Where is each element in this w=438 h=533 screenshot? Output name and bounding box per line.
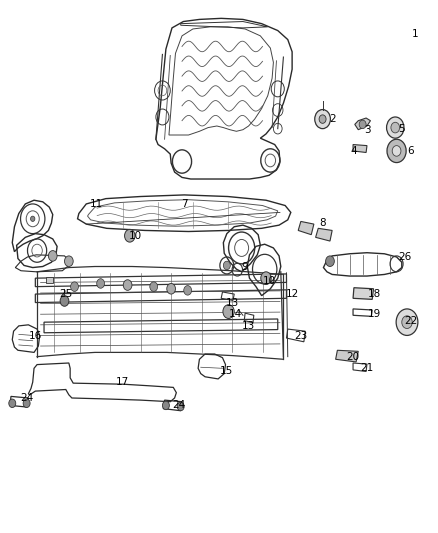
Text: 13: 13 bbox=[226, 297, 239, 308]
Circle shape bbox=[64, 256, 73, 266]
Circle shape bbox=[391, 122, 399, 133]
Text: 4: 4 bbox=[350, 146, 357, 156]
Text: 1: 1 bbox=[412, 29, 418, 39]
Text: 2: 2 bbox=[329, 114, 336, 124]
Circle shape bbox=[48, 251, 57, 261]
Circle shape bbox=[402, 316, 412, 328]
Circle shape bbox=[261, 272, 271, 285]
Polygon shape bbox=[355, 118, 371, 130]
Circle shape bbox=[167, 284, 176, 294]
Text: 25: 25 bbox=[59, 289, 72, 299]
Polygon shape bbox=[46, 277, 53, 284]
Circle shape bbox=[124, 229, 135, 242]
Text: 26: 26 bbox=[399, 252, 412, 262]
Circle shape bbox=[325, 256, 334, 266]
Text: 11: 11 bbox=[90, 199, 103, 209]
Text: 10: 10 bbox=[129, 231, 142, 241]
Circle shape bbox=[97, 279, 105, 288]
Text: 7: 7 bbox=[181, 199, 187, 209]
Circle shape bbox=[23, 399, 30, 408]
Text: 9: 9 bbox=[242, 262, 248, 271]
Circle shape bbox=[123, 280, 132, 290]
Circle shape bbox=[162, 401, 170, 410]
Text: 22: 22 bbox=[404, 316, 417, 326]
Text: 24: 24 bbox=[20, 393, 33, 403]
Circle shape bbox=[223, 261, 230, 270]
Text: 13: 13 bbox=[242, 321, 255, 331]
Text: 6: 6 bbox=[407, 146, 414, 156]
Circle shape bbox=[184, 286, 191, 295]
Text: 20: 20 bbox=[346, 352, 360, 361]
Text: 23: 23 bbox=[294, 332, 307, 342]
Text: 18: 18 bbox=[368, 289, 381, 299]
Circle shape bbox=[315, 110, 330, 128]
Circle shape bbox=[319, 115, 326, 123]
Circle shape bbox=[9, 399, 16, 408]
Text: 14: 14 bbox=[229, 309, 242, 319]
Text: 3: 3 bbox=[364, 125, 370, 135]
Polygon shape bbox=[353, 288, 374, 300]
Circle shape bbox=[60, 296, 69, 306]
Text: 19: 19 bbox=[368, 309, 381, 319]
Polygon shape bbox=[298, 221, 314, 235]
Text: 5: 5 bbox=[399, 124, 405, 134]
Circle shape bbox=[223, 305, 234, 318]
Text: 21: 21 bbox=[360, 364, 374, 373]
Text: 12: 12 bbox=[286, 289, 299, 299]
Circle shape bbox=[150, 282, 158, 292]
Text: 17: 17 bbox=[116, 377, 129, 387]
Text: 16: 16 bbox=[29, 332, 42, 342]
Polygon shape bbox=[353, 144, 367, 152]
Circle shape bbox=[396, 309, 418, 335]
Circle shape bbox=[387, 139, 406, 163]
Polygon shape bbox=[336, 350, 358, 362]
Text: 24: 24 bbox=[172, 400, 186, 410]
Circle shape bbox=[177, 402, 184, 411]
Circle shape bbox=[359, 120, 366, 128]
Circle shape bbox=[31, 216, 35, 221]
Text: 10: 10 bbox=[262, 276, 276, 286]
Polygon shape bbox=[316, 228, 332, 241]
Circle shape bbox=[387, 117, 404, 138]
Circle shape bbox=[392, 146, 401, 156]
Text: 15: 15 bbox=[220, 367, 233, 376]
Text: 8: 8 bbox=[319, 218, 326, 228]
Circle shape bbox=[71, 282, 78, 292]
